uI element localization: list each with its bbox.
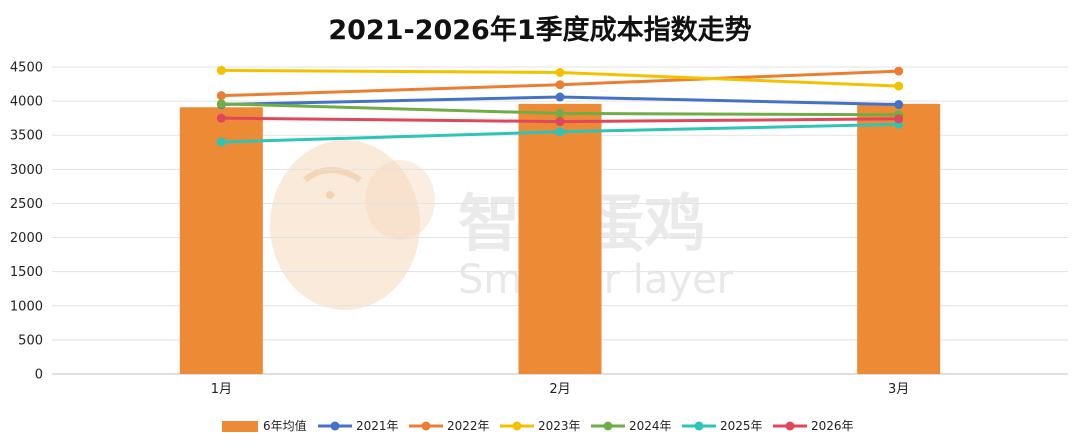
data-point [216, 137, 226, 147]
x-tick-label: 1月 [211, 382, 232, 397]
legend-label: 6年均值 [263, 418, 307, 433]
data-point [216, 113, 226, 123]
y-axis-ticks: 0 500 1000 1500 2000 2500 3000 3500 4000 4500 [10, 61, 43, 383]
x-tick-label: 2月 [549, 382, 570, 397]
x-axis-ticks: 1月 2月 3月 [211, 382, 910, 397]
data-point [894, 81, 904, 91]
y-tick-label: 1000 [10, 299, 43, 314]
data-point [555, 108, 565, 118]
y-tick-label: 4500 [10, 61, 43, 76]
data-point [555, 67, 565, 77]
legend-marker [694, 421, 704, 431]
y-tick-label: 3500 [10, 129, 43, 144]
data-point [555, 80, 565, 90]
data-point [216, 91, 226, 101]
x-tick-label: 3月 [888, 382, 909, 397]
data-point [894, 114, 904, 124]
bar [857, 103, 941, 374]
y-tick-label: 3000 [10, 163, 43, 178]
bars [179, 103, 941, 375]
y-tick-label: 1500 [10, 265, 43, 280]
bar [179, 107, 263, 375]
legend-label: 2026年 [811, 419, 854, 433]
data-point [894, 66, 904, 76]
y-tick-label: 2000 [10, 231, 43, 246]
data-point [216, 99, 226, 109]
watermark: 智慧蛋鸡 Smarter layer [270, 140, 734, 310]
legend-marker [603, 421, 613, 431]
legend-label: 2021年 [356, 419, 399, 433]
legend-label: 2024年 [629, 419, 672, 433]
data-point [216, 65, 226, 75]
legend-label: 2025年 [720, 419, 763, 433]
data-point [555, 117, 565, 127]
legend-marker [512, 421, 522, 431]
legend: 6年均值 2021年 2022年 2023年 2024年 2025年 2026年 [222, 418, 854, 433]
chart-title: 2021-2026年1季度成本指数走势 [328, 15, 752, 46]
data-point [555, 127, 565, 137]
legend-label: 2022年 [447, 419, 490, 433]
egg-logo-icon [270, 140, 435, 310]
legend-marker [785, 421, 795, 431]
legend-swatch [222, 421, 258, 432]
y-tick-label: 500 [18, 333, 43, 348]
data-point [555, 92, 565, 102]
legend-marker [421, 421, 431, 431]
legend-marker [330, 421, 340, 431]
series-lines [216, 65, 904, 147]
y-tick-label: 0 [35, 368, 43, 383]
data-point [894, 100, 904, 110]
y-tick-label: 2500 [10, 197, 43, 212]
bar [518, 103, 602, 374]
y-tick-label: 4000 [10, 95, 43, 110]
legend-label: 2023年 [538, 419, 581, 433]
